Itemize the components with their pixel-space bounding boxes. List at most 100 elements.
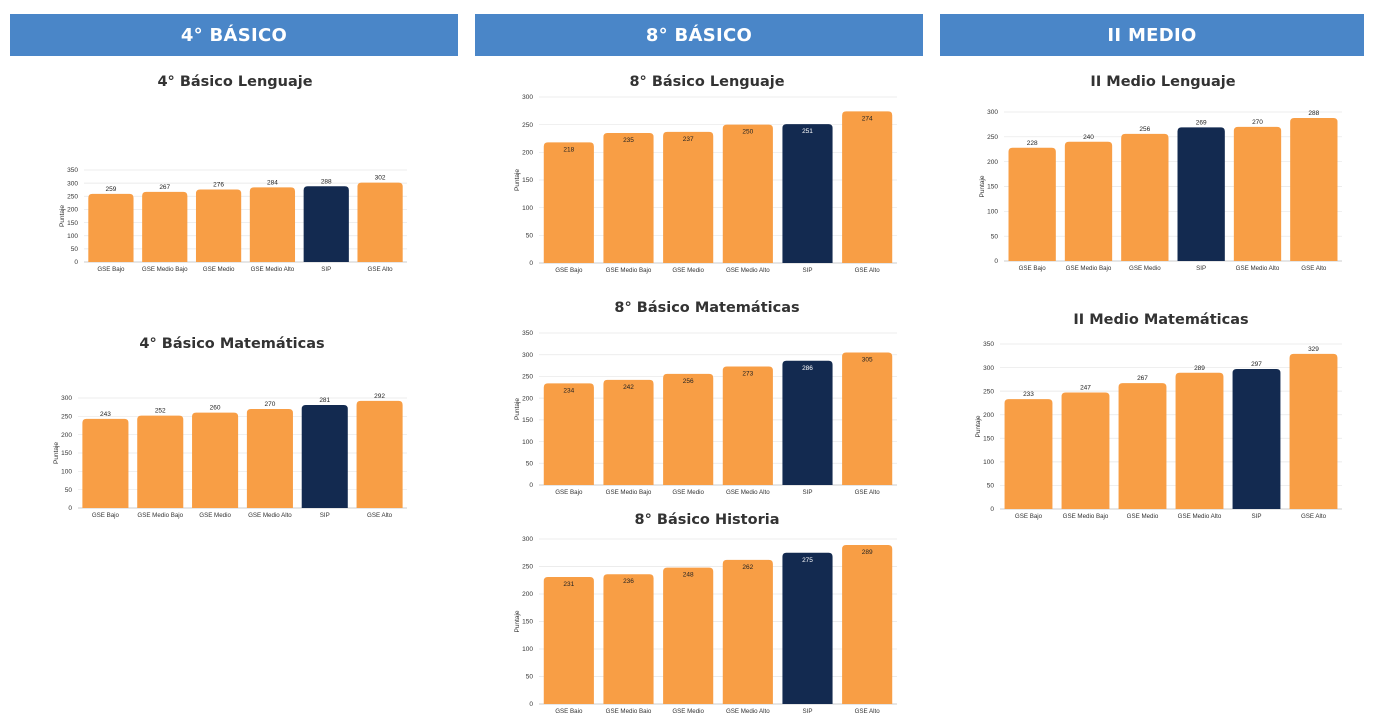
y-tick-label: 250 [522,374,533,381]
data-label: 256 [683,378,694,385]
y-tick-label: 250 [522,564,533,571]
y-tick-label: 100 [522,646,533,653]
data-label: 234 [563,387,574,394]
bar-gse-alto [357,182,403,262]
data-label: 284 [267,179,278,186]
x-category-label: GSE Alto [367,512,393,519]
data-label: 243 [100,411,111,418]
x-category-label: GSE Medio Alto [1178,513,1222,520]
data-label: 235 [623,137,634,144]
chart-title: 4° Básico Matemáticas [139,336,325,352]
y-tick-label: 50 [526,233,534,240]
bar-gse-medio [663,373,714,485]
x-category-label: GSE Medio [672,489,704,496]
x-category-label: GSE Medio Bajo [606,489,652,496]
data-label: 233 [1023,391,1034,398]
data-label: 256 [1139,126,1150,133]
y-tick-label: 250 [67,193,78,200]
data-label: 247 [1080,385,1091,392]
bar-sip [782,552,833,704]
y-tick-label: 50 [987,483,995,490]
bar-sip [782,124,833,263]
x-category-label: GSE Alto [855,489,881,496]
bar-sip [1177,127,1225,261]
x-category-label: GSE Medio Alto [726,489,770,496]
data-label: 248 [683,572,694,579]
data-label: 329 [1308,346,1319,353]
data-label: 240 [1083,134,1094,141]
y-axis-label: Puntaje [514,610,521,632]
data-label: 289 [862,549,873,556]
y-tick-label: 150 [522,417,533,424]
chart-ii-medio-matematicas: II Medio Matemáticas 0 50 100 150 200 250 300 3… [974,312,1348,522]
x-category-label: GSE Bajo [555,708,583,713]
bar-gse-medio-alto [249,187,296,262]
bar-gse-medio [663,567,714,704]
data-label: 259 [105,186,116,193]
y-tick-label: 150 [987,184,998,191]
data-label: 231 [563,581,574,588]
y-tick-label: 0 [994,258,998,265]
x-category-label: GSE Bajo [1019,265,1047,272]
y-tick-label: 150 [522,177,533,184]
data-label: 267 [1137,375,1148,382]
data-label: 270 [264,401,275,408]
data-label: 281 [319,397,330,404]
data-label: 262 [742,564,753,571]
x-category-label: SIP [320,512,330,519]
bar-gse-bajo [543,576,594,704]
bar-sip [1232,368,1281,509]
data-label: 289 [1194,365,1205,372]
bar-gse-bajo [88,193,134,262]
data-label: 274 [862,115,873,122]
y-axis-label: Puntaje [53,442,60,464]
y-axis-label: Puntaje [59,205,66,227]
y-tick-label: 200 [522,150,533,157]
chart-4-basico-lenguaje: 4° Básico Lenguaje 0 50 100 150 200 250 300 350… [59,74,410,284]
x-category-label: GSE Medio Bajo [142,266,188,273]
data-label: 251 [802,128,813,135]
bar-gse-medio-alto [722,559,773,704]
x-category-label: GSE Medio Alto [726,708,770,713]
y-tick-label: 300 [522,94,533,101]
data-label: 228 [1027,140,1038,147]
y-tick-label: 50 [526,674,534,681]
bar-gse-medio [192,412,239,508]
chart-title: II Medio Matemáticas [1073,312,1249,328]
x-category-label: SIP [321,266,331,273]
data-label: 252 [155,408,166,415]
bar-sip [303,186,349,262]
y-tick-label: 100 [983,459,994,466]
y-tick-label: 0 [68,505,72,512]
y-tick-label: 200 [522,395,533,402]
data-label: 236 [623,578,634,585]
bar-gse-alto [842,111,893,264]
chart-svg: 0 50 100 150 200 250 300 Puntaje 228 GSE Bajo 240 G… [979,109,1342,272]
bar-gse-alto [842,545,893,704]
y-tick-label: 50 [526,460,534,467]
y-tick-label: 200 [61,432,72,439]
bar-gse-bajo [1008,147,1056,261]
bar-gse-medio-bajo [1061,392,1110,509]
x-category-label: GSE Medio Bajo [1066,265,1112,272]
chart-title: 4° Básico Lenguaje [157,74,313,90]
data-label: 288 [1308,110,1319,117]
y-axis-label: Puntaje [514,398,521,420]
bar-gse-medio [1121,133,1169,261]
data-label: 273 [742,370,753,377]
x-category-label: GSE Medio Bajo [1063,513,1109,520]
y-tick-label: 350 [983,341,994,348]
x-category-label: SIP [1196,265,1206,272]
y-tick-label: 100 [522,205,533,212]
header-8-basico: 8° BÁSICO [475,14,923,56]
bar-gse-medio-bajo [137,415,184,508]
chart-svg: 0 50 100 150 200 250 300 Puntaje 218 GSE Bajo 235 G… [514,94,897,274]
header-ii-medio: II MEDIO [940,14,1364,56]
bar-gse-medio-bajo [1064,141,1113,261]
data-label: 305 [862,357,873,364]
y-tick-label: 150 [67,220,78,227]
x-category-label: GSE Medio Alto [248,512,292,519]
bar-gse-bajo [1004,399,1053,509]
bar-gse-medio-alto [1175,372,1224,509]
x-category-label: GSE Alto [368,266,394,273]
